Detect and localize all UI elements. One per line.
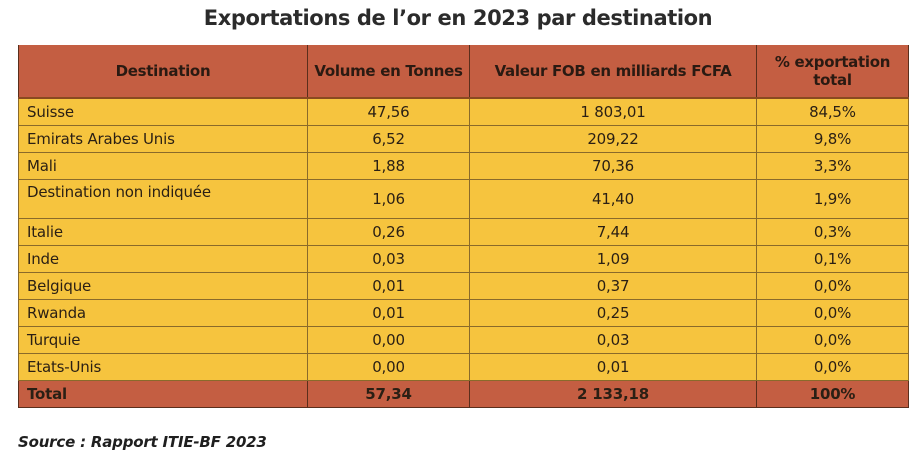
table-row: Belgique 0,01 0,37 0,0%	[18, 272, 909, 300]
cell-volume: 0,01	[307, 272, 470, 300]
header-pct: % exportation total	[756, 45, 909, 98]
cell-volume: 1,88	[307, 152, 470, 180]
cell-volume: 0,00	[307, 326, 470, 354]
cell-volume: 1,06	[307, 179, 470, 219]
header-destination: Destination	[18, 45, 308, 98]
cell-valeur: 209,22	[469, 125, 757, 153]
table-title: Exportations de l’or en 2023 par destina…	[203, 6, 713, 30]
cell-pct: 84,5%	[756, 97, 909, 126]
cell-valeur: 7,44	[469, 218, 757, 246]
total-label: Total	[18, 380, 308, 408]
cell-pct: 9,8%	[756, 125, 909, 153]
cell-volume: 0,00	[307, 353, 470, 381]
cell-destination: Belgique	[18, 272, 308, 300]
cell-pct: 0,0%	[756, 299, 909, 327]
header-valeur: Valeur FOB en milliards FCFA	[469, 45, 757, 98]
cell-pct: 0,0%	[756, 353, 909, 381]
cell-valeur: 41,40	[469, 179, 757, 219]
cell-pct: 0,0%	[756, 326, 909, 354]
table-row: Mali 1,88 70,36 3,3%	[18, 152, 909, 180]
header-volume: Volume en Tonnes	[307, 45, 470, 98]
cell-destination: Suisse	[18, 97, 308, 126]
header-row: Destination Volume en Tonnes Valeur FOB …	[18, 45, 909, 98]
cell-pct: 1,9%	[756, 179, 909, 219]
table-row: Turquie 0,00 0,03 0,0%	[18, 326, 909, 354]
cell-valeur: 0,01	[469, 353, 757, 381]
cell-destination: Inde	[18, 245, 308, 273]
table-row: Inde 0,03 1,09 0,1%	[18, 245, 909, 273]
cell-pct: 3,3%	[756, 152, 909, 180]
cell-pct: 0,0%	[756, 272, 909, 300]
cell-destination: Emirats Arabes Unis	[18, 125, 308, 153]
total-row: Total 57,34 2 133,18 100%	[18, 380, 909, 408]
source-note: Source : Rapport ITIE-BF 2023	[18, 433, 267, 451]
cell-pct: 0,1%	[756, 245, 909, 273]
total-pct: 100%	[756, 380, 909, 408]
cell-destination: Turquie	[18, 326, 308, 354]
total-volume: 57,34	[307, 380, 470, 408]
cell-volume: 47,56	[307, 97, 470, 126]
cell-destination: Italie	[18, 218, 308, 246]
total-valeur: 2 133,18	[469, 380, 757, 408]
table-row: Italie 0,26 7,44 0,3%	[18, 218, 909, 246]
cell-destination: Destination non indiquée	[18, 179, 308, 219]
cell-volume: 0,03	[307, 245, 470, 273]
cell-volume: 6,52	[307, 125, 470, 153]
cell-volume: 0,26	[307, 218, 470, 246]
table-row: Rwanda 0,01 0,25 0,0%	[18, 299, 909, 327]
cell-pct: 0,3%	[756, 218, 909, 246]
table-row: Emirats Arabes Unis 6,52 209,22 9,8%	[18, 125, 909, 153]
cell-valeur: 1 803,01	[469, 97, 757, 126]
cell-valeur: 0,25	[469, 299, 757, 327]
cell-volume: 0,01	[307, 299, 470, 327]
cell-valeur: 1,09	[469, 245, 757, 273]
cell-valeur: 70,36	[469, 152, 757, 180]
table-row: Destination non indiquée 1,06 41,40 1,9%	[18, 179, 909, 219]
cell-destination: Rwanda	[18, 299, 308, 327]
cell-valeur: 0,03	[469, 326, 757, 354]
table-row: Suisse 47,56 1 803,01 84,5%	[18, 97, 909, 126]
cell-valeur: 0,37	[469, 272, 757, 300]
cell-destination: Mali	[18, 152, 308, 180]
table-row: Etats-Unis 0,00 0,01 0,0%	[18, 353, 909, 381]
cell-destination: Etats-Unis	[18, 353, 308, 381]
gold-exports-table: Destination Volume en Tonnes Valeur FOB …	[18, 45, 909, 408]
